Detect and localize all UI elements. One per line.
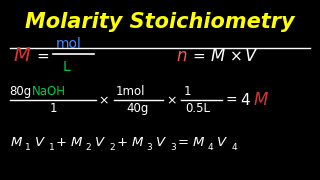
Text: =: = [192, 48, 205, 63]
Text: n: n [176, 47, 187, 65]
Text: L: L [62, 60, 70, 74]
Text: 3: 3 [171, 143, 176, 152]
Text: $\mathit{M}$: $\mathit{M}$ [70, 136, 84, 149]
Text: =: = [37, 48, 50, 63]
Text: +: + [56, 136, 67, 149]
Text: 40g: 40g [126, 102, 149, 115]
Text: mol: mol [56, 37, 82, 51]
Text: 4: 4 [207, 143, 213, 152]
Text: $\mathit{M}$: $\mathit{M}$ [13, 46, 31, 65]
Text: =: = [226, 93, 237, 107]
Text: 4: 4 [241, 93, 250, 108]
Text: $\times$: $\times$ [166, 94, 177, 107]
Text: 2: 2 [86, 143, 92, 152]
Text: =: = [178, 136, 188, 149]
Text: $\mathit{V}$: $\mathit{V}$ [94, 136, 106, 149]
Text: $\mathit{V}$: $\mathit{V}$ [244, 47, 258, 65]
Text: 1: 1 [25, 143, 31, 152]
Text: 1: 1 [184, 85, 191, 98]
Text: 4: 4 [231, 143, 237, 152]
Text: $\mathit{M}$: $\mathit{M}$ [131, 136, 144, 149]
Text: $\mathit{V}$: $\mathit{V}$ [34, 136, 45, 149]
Text: 0.5L: 0.5L [185, 102, 210, 115]
Text: $\mathit{M}$: $\mathit{M}$ [10, 136, 23, 149]
Text: $\mathit{V}$: $\mathit{V}$ [155, 136, 167, 149]
Text: $\times$: $\times$ [229, 48, 242, 63]
Text: 3: 3 [147, 143, 152, 152]
Text: $\mathit{M}$: $\mathit{M}$ [253, 91, 269, 109]
Text: +: + [117, 136, 128, 149]
Text: $\times$: $\times$ [98, 94, 108, 107]
Text: $\mathit{M}$: $\mathit{M}$ [210, 47, 226, 65]
Text: 80g: 80g [10, 85, 32, 98]
Text: Molarity Stoichiometry: Molarity Stoichiometry [25, 12, 295, 32]
Text: 1: 1 [49, 143, 55, 152]
Text: $\mathit{M}$: $\mathit{M}$ [192, 136, 205, 149]
Text: 2: 2 [110, 143, 116, 152]
Text: 1: 1 [50, 102, 57, 115]
Text: NaOH: NaOH [32, 85, 66, 98]
Text: $\mathit{V}$: $\mathit{V}$ [216, 136, 228, 149]
Text: 1mol: 1mol [115, 85, 145, 98]
